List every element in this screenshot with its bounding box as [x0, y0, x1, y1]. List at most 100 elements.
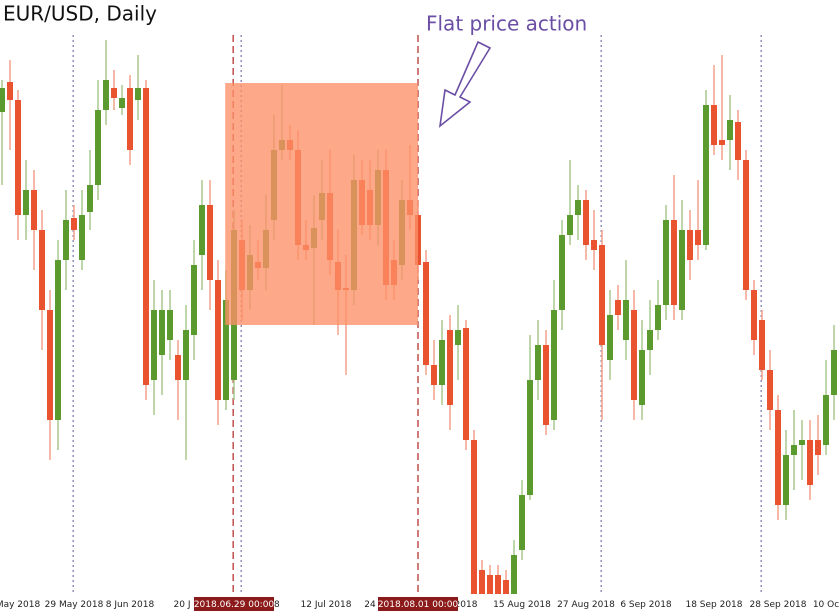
candle-body	[191, 265, 197, 335]
x-tick-label: 6 Sep 2018	[620, 600, 672, 610]
candle-body	[199, 205, 205, 255]
x-tick-label: 12 Jul 2018	[301, 600, 352, 610]
x-tick-label: May 2018	[0, 600, 40, 610]
candle-body	[639, 350, 645, 405]
candle-body	[583, 200, 589, 245]
candle-body	[791, 445, 797, 455]
x-tick-label: 29 May 2018	[45, 600, 104, 610]
candle-body	[727, 120, 733, 140]
plot-area	[0, 35, 837, 594]
x-tick-label: 2018.06.29 00:00	[194, 600, 275, 610]
candle-body	[743, 160, 749, 290]
annotation: Flat price action	[426, 12, 587, 36]
candle-body	[87, 185, 93, 212]
candle-body	[47, 310, 53, 420]
candle-body	[543, 345, 549, 425]
candle-body	[663, 220, 669, 305]
candle-body	[823, 395, 829, 445]
candle-body	[679, 230, 685, 310]
candle-body	[567, 215, 573, 235]
candle-body	[7, 82, 13, 100]
candle-body	[831, 350, 837, 395]
candle-body	[183, 330, 189, 380]
x-tick-label: 27 Aug 2018	[557, 600, 615, 610]
candle-body	[615, 300, 621, 315]
candle-body	[143, 88, 149, 385]
x-tick-label: 24	[364, 600, 376, 610]
candle-body	[527, 380, 533, 495]
candle-body	[111, 88, 117, 98]
candle-body	[423, 262, 429, 365]
annotation-arrow	[438, 40, 492, 128]
candle-body	[535, 345, 541, 380]
x-tick-label: 2018	[455, 600, 478, 610]
candle-body	[503, 580, 509, 594]
x-tick-label: 8 Jun 2018	[106, 600, 155, 610]
candle-body	[631, 310, 637, 400]
candle-body	[479, 570, 485, 594]
candle-body	[95, 110, 101, 185]
candle-body	[623, 300, 629, 340]
candle-body	[495, 575, 501, 594]
candle-body	[215, 280, 221, 400]
candle-body	[159, 310, 165, 355]
candle-body	[63, 220, 69, 260]
candle-body	[151, 310, 157, 380]
candle-body	[511, 555, 517, 594]
candle-body	[0, 88, 5, 112]
candle-body	[71, 218, 77, 230]
x-tick-label: 15 Aug 2018	[493, 600, 551, 610]
candle-body	[431, 365, 437, 385]
candle-body	[447, 330, 453, 405]
candle-body	[471, 440, 477, 594]
candle-body	[23, 190, 29, 215]
candle-body	[135, 88, 141, 100]
candle-body	[783, 455, 789, 505]
candle-body	[15, 100, 21, 215]
candle-body	[719, 140, 725, 145]
candle-body	[711, 105, 717, 145]
candle-body	[455, 330, 461, 345]
candle-body	[751, 290, 757, 340]
x-tick-label: 18	[268, 600, 280, 610]
x-tick-label: 2018.08.01 00:00	[378, 600, 459, 610]
candle-body	[647, 330, 653, 350]
candle-body	[439, 340, 445, 385]
candle-body	[79, 215, 85, 260]
candle-body	[655, 305, 661, 330]
x-tick-label: 20 J	[174, 600, 191, 610]
candle-body	[767, 370, 773, 410]
candle-body	[223, 300, 229, 400]
candle-body	[703, 105, 709, 245]
x-tick-label: 18 Sep 2018	[685, 600, 742, 610]
candle-body	[815, 440, 821, 455]
candle-body	[103, 80, 109, 110]
candle-body	[559, 235, 565, 310]
candle-body	[463, 328, 469, 440]
candle-body	[31, 190, 37, 230]
candle-body	[575, 200, 581, 215]
candle-body	[55, 260, 61, 420]
candle-body	[167, 310, 173, 340]
x-tick-label: 10 Oc	[813, 600, 839, 610]
candle-body	[591, 240, 597, 250]
x-tick-label: 28 Sep 2018	[749, 600, 806, 610]
x-tick-highlight	[378, 597, 458, 611]
x-tick-highlight	[194, 597, 274, 611]
candle-body	[599, 245, 605, 345]
candle-body	[207, 205, 213, 280]
candle-body	[807, 440, 813, 485]
range-box	[225, 83, 418, 325]
candle-body	[487, 575, 493, 594]
candle-body	[39, 230, 45, 310]
candle-body	[775, 410, 781, 505]
candle-body	[551, 310, 557, 420]
chart-title: EUR/USD, Daily	[3, 2, 157, 26]
candle-body	[735, 122, 741, 160]
candle-body	[695, 230, 701, 245]
candle-body	[687, 230, 693, 260]
candle-body	[119, 98, 125, 108]
candle-body	[671, 220, 677, 305]
